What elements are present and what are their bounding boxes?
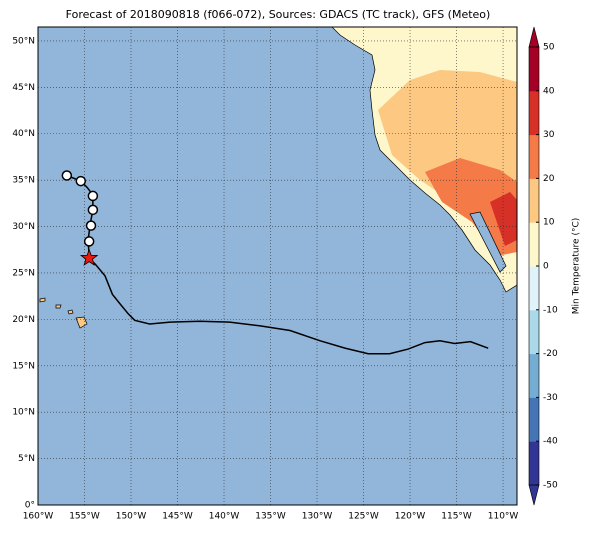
map-frame (37, 26, 518, 506)
colorbar-bin (529, 309, 539, 355)
x-tick-label: 125°W (348, 512, 379, 522)
y-tick-label: 20°N (12, 315, 35, 325)
y-tick-label: 15°N (12, 361, 35, 371)
track-point (87, 190, 99, 202)
track-point (61, 170, 73, 181)
colorbar-bin (529, 441, 539, 486)
x-tick-label: 135°W (255, 512, 286, 522)
colorbar-bin (529, 178, 539, 223)
current-position (79, 248, 99, 266)
y-tick-label: 45°N (12, 83, 35, 93)
colorbar-bin (529, 266, 539, 311)
colorbar-tick-label: -30 (543, 393, 558, 403)
y-tick-label: 40°N (12, 129, 35, 139)
colorbar-tick-label: -20 (543, 349, 558, 359)
colorbar-bin (529, 353, 539, 398)
x-tick-label: 160°W (23, 512, 54, 522)
colorbar-tick-label: 40 (543, 86, 555, 96)
island (75, 316, 88, 329)
y-tick-label: 25°N (12, 268, 35, 278)
gulf (469, 211, 507, 273)
x-tick-label: 110°W (488, 512, 519, 522)
island (67, 309, 74, 315)
y-tick-label: 35°N (12, 176, 35, 186)
x-tick-label: 130°W (302, 512, 333, 522)
track-point (83, 236, 95, 247)
x-tick-label: 150°W (116, 512, 147, 522)
colorbar-tick-label: -10 (543, 305, 558, 315)
x-tick-label: 155°W (69, 512, 100, 522)
y-tick-label: 0° (25, 501, 35, 511)
colorbar-bin (529, 397, 539, 442)
colorbar-tick-label: 30 (543, 130, 555, 140)
island (39, 297, 46, 303)
colorbar-tick-label: -40 (543, 437, 558, 447)
colorbar-bin (529, 90, 539, 136)
track-point (87, 204, 99, 216)
colorbar-extend (528, 484, 540, 506)
temp-field (490, 192, 517, 246)
x-tick-label: 115°W (441, 512, 472, 522)
colorbar-tick-label: 0 (543, 262, 549, 272)
colorbar-tick-label: -50 (543, 481, 558, 491)
colorbar-bin (529, 134, 539, 179)
y-tick-label: 50°N (12, 36, 35, 46)
colorbar-tick-label: 50 (543, 43, 555, 53)
track-point (85, 220, 97, 231)
colorbar-bin (529, 222, 539, 267)
colorbar-bin (529, 47, 539, 92)
colorbar-tick-label: 20 (543, 174, 555, 184)
temp-field (425, 158, 517, 256)
chart-title: Forecast of 2018090818 (f066-072), Sourc… (66, 8, 491, 21)
colorbar-label: Min Temperature (°C) (572, 218, 582, 315)
x-tick-label: 140°W (209, 512, 240, 522)
y-tick-label: 5°N (18, 454, 35, 464)
colorbar-extend (528, 26, 540, 48)
colorbar-tick-label: 10 (543, 218, 555, 228)
x-tick-label: 145°W (162, 512, 193, 522)
y-tick-label: 10°N (12, 408, 35, 418)
y-tick-label: 30°N (12, 222, 35, 232)
track-point (75, 175, 87, 187)
island (55, 304, 62, 309)
x-tick-label: 120°W (395, 512, 426, 522)
